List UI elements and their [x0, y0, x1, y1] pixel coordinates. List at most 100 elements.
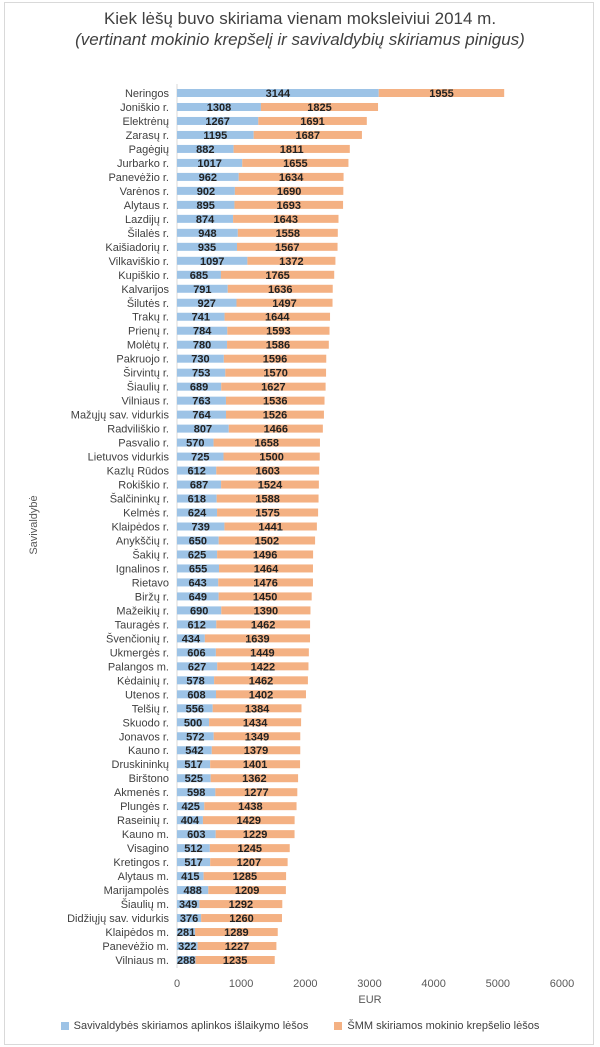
bar-segment-ministry [208, 886, 286, 895]
bar-segment-municipality [177, 858, 211, 867]
bar-segment-municipality [177, 606, 222, 615]
data-label: 741 [192, 312, 210, 324]
x-tick-label: 0 [174, 978, 180, 990]
data-label: 1526 [263, 410, 287, 422]
bar-segment-municipality [177, 508, 218, 517]
bar-segment-municipality [177, 116, 259, 125]
bar-segment-municipality [177, 284, 228, 293]
data-label: 612 [187, 466, 205, 478]
legend-item-municipality: Savivaldybės skiriamos aplinkos išlaikym… [60, 1020, 308, 1032]
bar-segment-ministry [228, 424, 323, 433]
category-label: Visagino [127, 843, 169, 855]
bar-segment-municipality [177, 634, 205, 643]
data-label: 962 [199, 172, 217, 184]
data-label: 415 [181, 871, 199, 883]
data-label: 1634 [279, 172, 304, 184]
bar-segment-ministry [226, 410, 324, 419]
bar-segment-ministry [217, 508, 319, 517]
bar-segment-municipality [177, 256, 248, 265]
data-label: 1825 [307, 102, 331, 114]
category-label: Raseinių r. [117, 815, 169, 827]
bar-segment-ministry [260, 102, 379, 111]
data-label: 624 [188, 508, 207, 520]
data-label: 1524 [258, 480, 283, 492]
bar-segment-municipality [177, 788, 216, 797]
bar-segment-ministry [227, 340, 329, 349]
data-label: 500 [184, 717, 202, 729]
category-label: Mažeikių r. [116, 605, 169, 617]
category-label: Šalčininkų r. [110, 493, 169, 506]
data-label: 512 [184, 843, 202, 855]
bar-segment-municipality [177, 592, 219, 601]
bar-segment-ministry [223, 452, 320, 461]
category-label: Švenčionių r. [106, 632, 169, 645]
category-label: Didžiųjų sav. vidurkis [67, 913, 169, 925]
data-label: 570 [186, 438, 204, 450]
category-label: Šiaulių r. [127, 381, 169, 394]
data-label: 1422 [251, 661, 275, 673]
category-label: Druskininkų [112, 759, 169, 771]
data-label: 895 [197, 200, 215, 212]
bar-segment-ministry [224, 312, 331, 321]
bar-segment-municipality [177, 802, 205, 811]
category-label: Kelmės r. [123, 508, 169, 520]
data-label: 1496 [253, 549, 277, 561]
bar-segment-municipality [177, 648, 216, 657]
bar-segment-municipality [177, 872, 204, 881]
data-label: 349 [179, 899, 197, 911]
data-label: 643 [188, 577, 206, 589]
bar-segment-municipality [177, 340, 228, 349]
chart-frame [4, 2, 594, 1045]
data-label: 1434 [243, 717, 268, 729]
legend-swatch-blue [60, 1022, 69, 1031]
bar-segment-municipality [177, 242, 237, 251]
bar-segment-ministry [218, 578, 313, 587]
data-label: 874 [196, 214, 215, 226]
bar-segment-municipality [177, 774, 211, 783]
category-label: Skuodo r. [123, 717, 169, 729]
data-label: 1603 [255, 466, 279, 478]
category-label: Klaipėdos m. [105, 927, 169, 939]
bar-segment-municipality [177, 326, 228, 335]
bar-segment-municipality [177, 312, 225, 321]
data-label: 649 [189, 591, 207, 603]
category-label: Neringos [125, 88, 170, 100]
x-tick-label: 4000 [421, 978, 445, 990]
bar-segment-ministry [233, 144, 350, 153]
bar-segment-municipality [177, 676, 215, 685]
bar-segment-ministry [219, 564, 313, 573]
data-label: 572 [186, 731, 204, 743]
bar-segment-ministry [217, 662, 309, 671]
data-label: 288 [177, 955, 195, 967]
bar-segment-ministry [210, 858, 288, 867]
data-label: 1372 [279, 256, 303, 268]
data-label: 1811 [280, 144, 304, 156]
data-label: 1289 [224, 927, 248, 939]
data-label: 650 [189, 535, 207, 547]
data-label: 1235 [223, 955, 247, 967]
category-label: Pasvalio r. [118, 438, 169, 450]
data-label: 1285 [233, 871, 257, 883]
bar-segment-municipality [177, 900, 200, 909]
legend-swatch-orange [334, 1022, 343, 1031]
data-label: 1267 [205, 116, 229, 128]
bar-segment-ministry [225, 368, 327, 377]
data-label: 1497 [272, 298, 296, 310]
data-label: 730 [191, 354, 209, 366]
bar-segment-municipality [177, 480, 222, 489]
data-label: 1292 [229, 899, 253, 911]
bar-segment-ministry [227, 284, 333, 293]
data-label: 1384 [245, 703, 270, 715]
bar-segment-municipality [177, 228, 238, 237]
category-label: Marijampolės [104, 885, 170, 897]
data-label: 1658 [255, 438, 279, 450]
data-label: 1643 [274, 214, 298, 226]
legend-item-ministry: ŠMM skiriamos mokinio krepšelio lėšos [334, 1020, 539, 1032]
category-label: Vilkaviškio r. [109, 256, 169, 268]
data-label: 1462 [251, 619, 275, 631]
bar-segment-municipality [177, 760, 211, 769]
data-label: 1245 [238, 843, 262, 855]
y-axis-label: Savivaldybė [28, 495, 40, 554]
bar-segment-municipality [177, 718, 210, 727]
